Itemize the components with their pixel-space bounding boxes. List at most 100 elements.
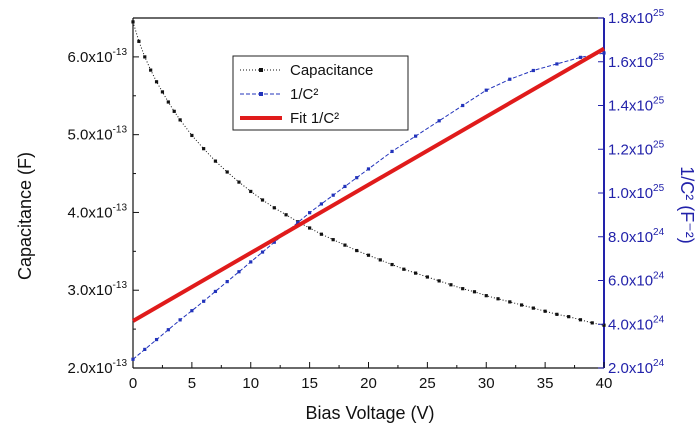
legend-entry: Capacitance	[240, 62, 373, 79]
data-point	[249, 260, 253, 264]
data-point	[531, 68, 535, 73]
data-point	[390, 262, 394, 267]
data-point	[578, 55, 583, 59]
data-point	[319, 202, 323, 206]
data-point	[355, 248, 359, 253]
data-point	[154, 337, 159, 342]
legend-entries: Capacitance 1/C² Fit 1/C²	[240, 62, 373, 127]
data-point	[249, 189, 253, 194]
legend-marker	[259, 68, 263, 72]
left-tick-label: 4.0x10-13	[68, 202, 128, 221]
legend-marker	[259, 92, 263, 96]
data-point	[602, 323, 606, 327]
data-point	[402, 267, 406, 271]
data-point	[166, 100, 170, 104]
x-axis-ticks: 0 5 10 15 20 25 30 35 40	[129, 362, 613, 392]
data-point	[213, 289, 218, 294]
right-tick-label: 1.8x1025	[608, 8, 665, 27]
data-point	[202, 299, 206, 303]
data-point	[308, 226, 312, 230]
right-tick-label: 1.0x1025	[608, 183, 665, 202]
data-point	[149, 68, 153, 72]
data-point	[602, 51, 606, 55]
data-point	[508, 300, 512, 304]
data-point	[531, 306, 535, 310]
data-point	[272, 240, 276, 244]
x-tick-label: 35	[537, 375, 554, 392]
left-axis-ticks: 2.0x10-13 3.0x10-13 4.0x10-13 5.0x10-13 6.0x…	[68, 47, 139, 377]
data-point	[331, 238, 335, 242]
data-point	[143, 55, 147, 59]
data-point	[190, 309, 194, 313]
data-point	[178, 318, 182, 322]
data-point	[343, 184, 347, 189]
data-point	[319, 232, 323, 236]
data-point	[366, 253, 371, 257]
left-axis-title: Capacitance (F)	[15, 152, 35, 280]
data-point	[166, 328, 170, 332]
data-point	[260, 250, 265, 254]
series-1	[131, 51, 606, 361]
x-tick-label: 0	[129, 375, 137, 392]
data-point	[154, 80, 159, 84]
data-point	[260, 198, 265, 202]
left-tick-label: 3.0x10-13	[68, 280, 128, 299]
legend: Capacitance 1/C² Fit 1/C²	[232, 55, 409, 131]
data-point	[496, 297, 500, 301]
data-point	[472, 290, 477, 294]
data-point	[213, 159, 218, 163]
x-tick-label: 10	[242, 375, 259, 392]
data-point	[131, 20, 135, 24]
right-axis-title: 1/C² (F⁻²)	[677, 166, 696, 243]
series-group	[131, 20, 606, 361]
data-point	[414, 271, 418, 275]
data-point	[567, 315, 571, 319]
data-point	[237, 270, 241, 274]
fit-line	[131, 46, 606, 323]
data-point	[437, 279, 441, 283]
data-point	[308, 211, 312, 215]
data-point	[484, 88, 488, 92]
data-point	[202, 147, 206, 151]
left-tick-label: 5.0x10-13	[68, 125, 128, 144]
data-point	[484, 294, 488, 298]
series-2	[131, 46, 606, 323]
x-tick-label: 15	[301, 375, 318, 392]
data-point	[366, 167, 371, 171]
legend-entry: Fit 1/C²	[240, 110, 339, 127]
data-point	[425, 275, 429, 279]
data-point	[284, 213, 288, 217]
data-point	[137, 39, 141, 43]
right-tick-label: 1.6x1025	[608, 52, 665, 71]
data-point	[272, 206, 276, 210]
data-point	[131, 357, 135, 361]
legend-label: Fit 1/C²	[290, 110, 339, 127]
data-point	[143, 347, 147, 352]
data-point	[414, 134, 418, 138]
data-point	[461, 103, 465, 108]
data-point	[555, 312, 559, 316]
data-point	[519, 303, 524, 307]
data-point	[225, 279, 229, 284]
right-tick-label: 4.0x1024	[608, 314, 665, 333]
data-point	[543, 309, 547, 313]
legend-label: 1/C²	[290, 86, 318, 103]
x-tick-label: 5	[188, 375, 196, 392]
data-point	[437, 119, 441, 123]
data-point	[296, 220, 300, 225]
data-point	[355, 176, 359, 180]
data-point	[160, 90, 165, 94]
right-tick-label: 8.0x1024	[608, 227, 665, 246]
data-point	[508, 77, 512, 81]
data-point	[225, 170, 229, 174]
data-point	[390, 149, 394, 154]
right-axis-ticks: 2.0x1024 4.0x1024 6.0x1024 8.0x1024 1.0x1025…	[598, 8, 665, 377]
x-tick-label: 40	[596, 375, 613, 392]
x-tick-label: 30	[478, 375, 495, 392]
right-tick-label: 1.4x1025	[608, 96, 665, 115]
data-point	[331, 193, 335, 197]
legend-label: Capacitance	[290, 62, 373, 79]
data-point	[378, 258, 382, 262]
data-point	[343, 243, 347, 247]
